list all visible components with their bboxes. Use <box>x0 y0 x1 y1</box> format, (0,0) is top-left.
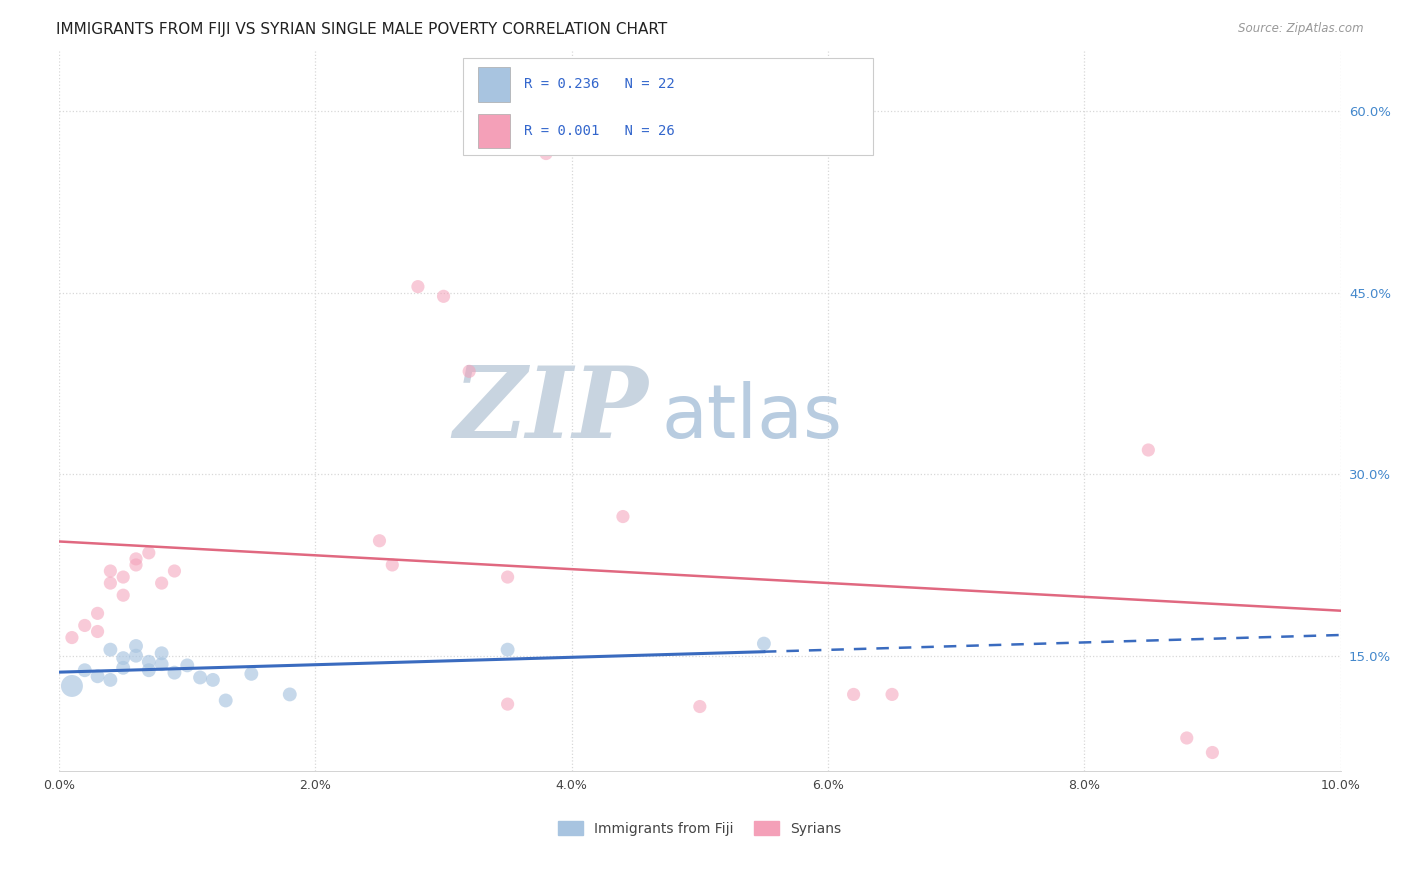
Point <box>125 648 148 663</box>
Point <box>534 146 557 161</box>
Text: Source: ZipAtlas.com: Source: ZipAtlas.com <box>1239 22 1364 36</box>
Point <box>112 570 135 584</box>
Point <box>112 661 135 675</box>
Text: atlas: atlas <box>661 382 842 454</box>
Text: ZIP: ZIP <box>454 362 648 458</box>
Point <box>125 558 148 572</box>
Point <box>86 607 108 621</box>
Point <box>176 658 198 673</box>
Point <box>201 673 224 687</box>
Text: R = 0.236   N = 22: R = 0.236 N = 22 <box>524 77 675 91</box>
Point <box>406 279 429 293</box>
Point <box>138 655 160 669</box>
Point <box>1175 731 1198 745</box>
Point <box>368 533 391 548</box>
FancyBboxPatch shape <box>478 113 510 148</box>
Point <box>100 673 122 687</box>
Point <box>842 688 865 702</box>
Point <box>1201 746 1223 760</box>
Point <box>100 576 122 591</box>
Point <box>100 642 122 657</box>
FancyBboxPatch shape <box>478 67 510 102</box>
Point <box>138 663 160 677</box>
Legend: Immigrants from Fiji, Syrians: Immigrants from Fiji, Syrians <box>558 821 842 836</box>
Point <box>381 558 404 572</box>
Point <box>125 639 148 653</box>
Point <box>112 651 135 665</box>
Point <box>188 671 211 685</box>
Point <box>215 693 238 707</box>
Point <box>73 663 96 677</box>
Point <box>496 570 519 584</box>
Point <box>73 618 96 632</box>
Point <box>60 679 83 693</box>
Point <box>86 624 108 639</box>
Point <box>1137 442 1160 457</box>
Point <box>100 564 122 578</box>
Point <box>458 364 481 378</box>
FancyBboxPatch shape <box>463 58 873 155</box>
Point <box>432 289 454 303</box>
Point <box>496 642 519 657</box>
Point <box>138 546 160 560</box>
Point <box>150 646 173 660</box>
Point <box>612 509 634 524</box>
Text: R = 0.001   N = 26: R = 0.001 N = 26 <box>524 124 675 137</box>
Point <box>112 588 135 602</box>
Point <box>125 552 148 566</box>
Point <box>163 564 186 578</box>
Point <box>278 688 301 702</box>
Point <box>86 669 108 683</box>
Point <box>752 637 775 651</box>
Point <box>150 657 173 672</box>
Point <box>496 697 519 711</box>
Point <box>240 666 263 681</box>
Point <box>689 699 711 714</box>
Point <box>163 665 186 680</box>
Point <box>880 688 903 702</box>
Point <box>60 631 83 645</box>
Point <box>150 576 173 591</box>
Text: IMMIGRANTS FROM FIJI VS SYRIAN SINGLE MALE POVERTY CORRELATION CHART: IMMIGRANTS FROM FIJI VS SYRIAN SINGLE MA… <box>56 22 668 37</box>
